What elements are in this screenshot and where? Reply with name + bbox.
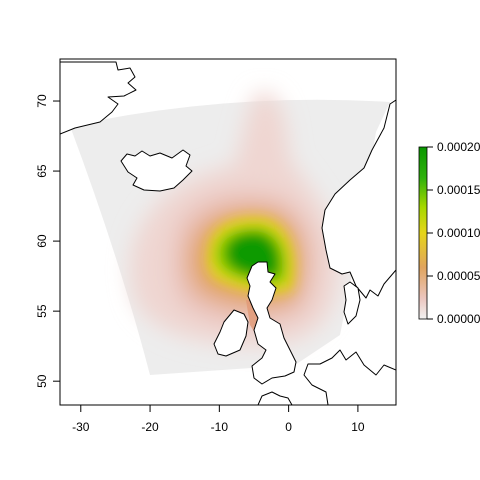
x-tick-label: -20	[141, 420, 159, 434]
y-tick-label: 50	[35, 374, 49, 388]
plot-frame	[59, 58, 397, 406]
greenland-coast	[60, 61, 137, 135]
x-tick-label: -10	[211, 420, 229, 434]
density-field	[60, 61, 396, 405]
france-coast-fragment	[257, 391, 293, 405]
colorbar-tick-label: 0.00020	[437, 140, 480, 154]
y-tick-label: 65	[35, 164, 49, 178]
ireland-coast	[213, 309, 249, 357]
scandinavia-coast	[321, 99, 396, 299]
iceland-coast	[120, 149, 193, 192]
x-tick-label: 0	[285, 420, 292, 434]
colorbar-tick-label: 0.00010	[437, 226, 480, 240]
colorbar-legend: 0.00000 0.00005 0.00010 0.00015 0.00020	[418, 140, 480, 326]
y-axis: 50 55 60 65 70	[35, 94, 60, 388]
y-tick-label: 55	[35, 304, 49, 318]
x-tick-label: 10	[351, 420, 365, 434]
colorbar-tick-label: 0.00005	[437, 269, 480, 283]
y-tick-label: 70	[35, 94, 49, 108]
colorbar-tick-label: 0.00015	[437, 183, 480, 197]
denmark-coast	[343, 281, 361, 325]
coastlines	[60, 61, 396, 405]
colorbar-ticks: 0.00000 0.00005 0.00010 0.00015 0.00020	[427, 140, 480, 326]
y-tick-label: 60	[35, 234, 49, 248]
colorbar-gradient	[418, 146, 428, 320]
colorbar-tick-label: 0.00000	[437, 312, 480, 326]
x-axis: -30 -20 -10 0 10	[72, 405, 365, 434]
great-britain-coast	[246, 261, 297, 385]
x-tick-label: -30	[72, 420, 90, 434]
continental-europe-coast	[303, 349, 396, 405]
